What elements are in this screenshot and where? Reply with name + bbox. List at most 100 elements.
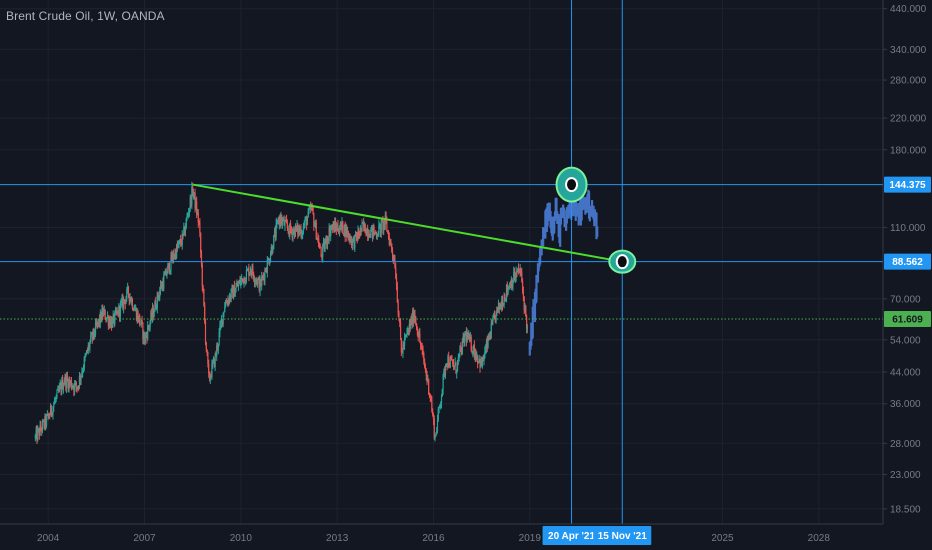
candle-body xyxy=(276,221,278,224)
candle-body xyxy=(277,220,280,225)
candle-body xyxy=(458,353,460,358)
candle-body xyxy=(171,253,174,261)
candle-body xyxy=(372,227,374,237)
candle-body xyxy=(238,280,240,284)
candle-body xyxy=(298,227,301,232)
candle-body xyxy=(338,230,341,234)
candle-body xyxy=(70,380,72,383)
candle-body xyxy=(110,319,112,327)
candle-body xyxy=(517,267,519,273)
candle-body xyxy=(184,227,187,235)
candle-body xyxy=(270,247,272,255)
price-tick-label: 28.000 xyxy=(890,439,921,450)
candle-body xyxy=(325,237,327,244)
projection-bar xyxy=(587,191,591,219)
support-badge-label: 88.562 xyxy=(892,257,923,268)
candle-body xyxy=(140,320,142,325)
price-tick-label: 70.000 xyxy=(890,294,921,305)
candle-body xyxy=(228,295,231,303)
candle-body xyxy=(59,384,61,387)
time-axis[interactable] xyxy=(0,524,932,550)
projection-bar xyxy=(559,216,562,247)
markers[interactable] xyxy=(555,166,637,274)
price-tick-label: 110.000 xyxy=(890,223,926,234)
candle-body xyxy=(493,314,495,318)
price-axis-ticks: 440.000 340.000 280.000 220.000 180.000 110.0… xyxy=(883,4,927,515)
candle-body xyxy=(159,290,161,298)
candle-body xyxy=(139,315,141,325)
candle-body xyxy=(395,278,398,287)
candle-body xyxy=(322,242,325,245)
candle-body xyxy=(265,271,268,273)
candle-body xyxy=(277,220,279,222)
candle-body xyxy=(196,201,198,215)
candle-body xyxy=(181,233,183,245)
candle-body xyxy=(58,386,61,391)
candle-body xyxy=(376,235,378,237)
candle-body xyxy=(98,318,100,324)
candle-body xyxy=(485,341,488,349)
candle-body xyxy=(201,264,203,287)
candle-body xyxy=(75,381,77,387)
candle-body xyxy=(310,206,312,210)
candle-body xyxy=(220,319,223,324)
candle-body xyxy=(204,321,207,343)
candle-body xyxy=(193,192,195,195)
candle-body xyxy=(487,335,489,348)
candle-body xyxy=(428,394,431,396)
candle-body xyxy=(475,353,477,360)
candle-body xyxy=(447,356,449,366)
candle-body xyxy=(401,352,403,354)
candle-body xyxy=(155,301,157,309)
candle-body xyxy=(93,328,95,336)
candle-body xyxy=(224,306,226,312)
trendline[interactable] xyxy=(192,183,623,263)
candle-body xyxy=(377,235,379,237)
candle-body xyxy=(340,222,342,228)
candle-body xyxy=(370,229,372,238)
price-tick-label: 220.000 xyxy=(890,114,927,125)
candle-body xyxy=(368,234,370,238)
date-2-badge-label: 15 Nov '21 xyxy=(598,531,648,542)
candle-body xyxy=(352,238,354,240)
candle-body xyxy=(420,341,422,347)
candle-body xyxy=(78,385,80,388)
candle-body xyxy=(38,428,40,436)
candle-body xyxy=(440,403,442,405)
candle-body xyxy=(229,295,231,299)
candle-body xyxy=(51,413,53,416)
candle-body xyxy=(521,272,523,282)
candle-body xyxy=(508,287,510,289)
candle-body xyxy=(499,305,501,309)
candle-body xyxy=(526,327,528,329)
candle-body xyxy=(115,310,117,313)
candle-body xyxy=(509,283,511,289)
candle-body xyxy=(271,247,273,253)
candle-body xyxy=(358,230,360,235)
candle-body xyxy=(322,244,324,258)
candle-body xyxy=(194,192,196,209)
candle-body xyxy=(48,416,50,418)
candle-body xyxy=(506,285,508,293)
projection-bar xyxy=(555,197,558,218)
candle-body xyxy=(483,357,485,361)
year-tick-label: 2025 xyxy=(711,533,734,544)
candle-body xyxy=(203,288,205,306)
candle-body xyxy=(66,376,69,381)
candle-body xyxy=(53,400,56,405)
price-tick-label: 36.000 xyxy=(890,399,921,410)
candle-body xyxy=(501,300,503,307)
price-candles xyxy=(34,181,528,444)
candle-body xyxy=(180,239,182,244)
candle-body xyxy=(152,308,154,317)
candle-body xyxy=(317,237,319,239)
candle-body xyxy=(383,220,386,225)
year-tick-label: 2019 xyxy=(519,533,542,544)
candle-body xyxy=(76,386,78,390)
candle-body xyxy=(79,375,81,381)
horizontal-lines[interactable] xyxy=(0,184,883,320)
year-tick-label: 2010 xyxy=(230,533,253,544)
candle-body xyxy=(69,380,71,383)
candle-body xyxy=(455,362,457,374)
